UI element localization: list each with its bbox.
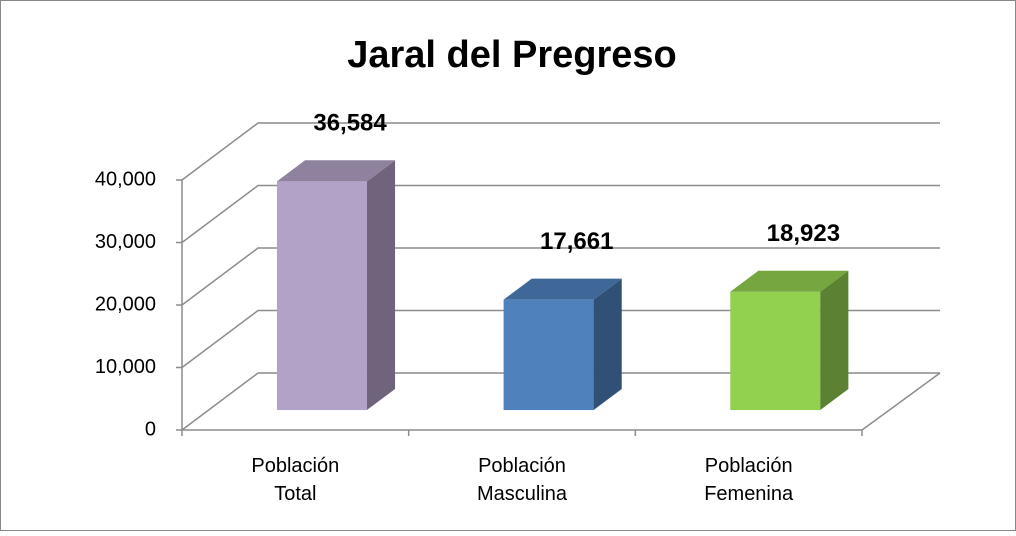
grid-line — [181, 184, 940, 244]
x-tick-label: Población Femenina — [704, 455, 794, 505]
grid-line — [181, 372, 940, 431]
y-tick-label: 20,000 — [95, 293, 156, 315]
floor-right — [861, 372, 941, 431]
grid-line — [181, 247, 940, 306]
data-label: 17,661 — [540, 228, 613, 255]
y-tick-label: 0 — [145, 418, 156, 440]
data-label: 18,923 — [767, 220, 840, 247]
chart-title: Jaral del Pregreso — [347, 34, 677, 76]
x-tick-label: Población Total — [251, 455, 339, 505]
bar-top — [730, 270, 849, 292]
bar-side — [366, 160, 396, 411]
bar-side — [820, 270, 849, 411]
y-tick-label: 30,000 — [95, 231, 156, 253]
grid-line — [181, 309, 940, 369]
bar-front — [730, 291, 821, 411]
bar-front — [276, 181, 367, 411]
data-label: 36,584 — [313, 110, 387, 137]
bar-front — [503, 299, 594, 411]
bar-top — [503, 278, 622, 300]
y-tick-label: 40,000 — [95, 168, 156, 190]
x-tick-label: Población Masculina — [477, 455, 568, 505]
bar-top — [276, 160, 396, 182]
bar-side — [593, 278, 622, 411]
y-tick-label: 10,000 — [95, 356, 156, 378]
grid-line — [181, 122, 940, 181]
